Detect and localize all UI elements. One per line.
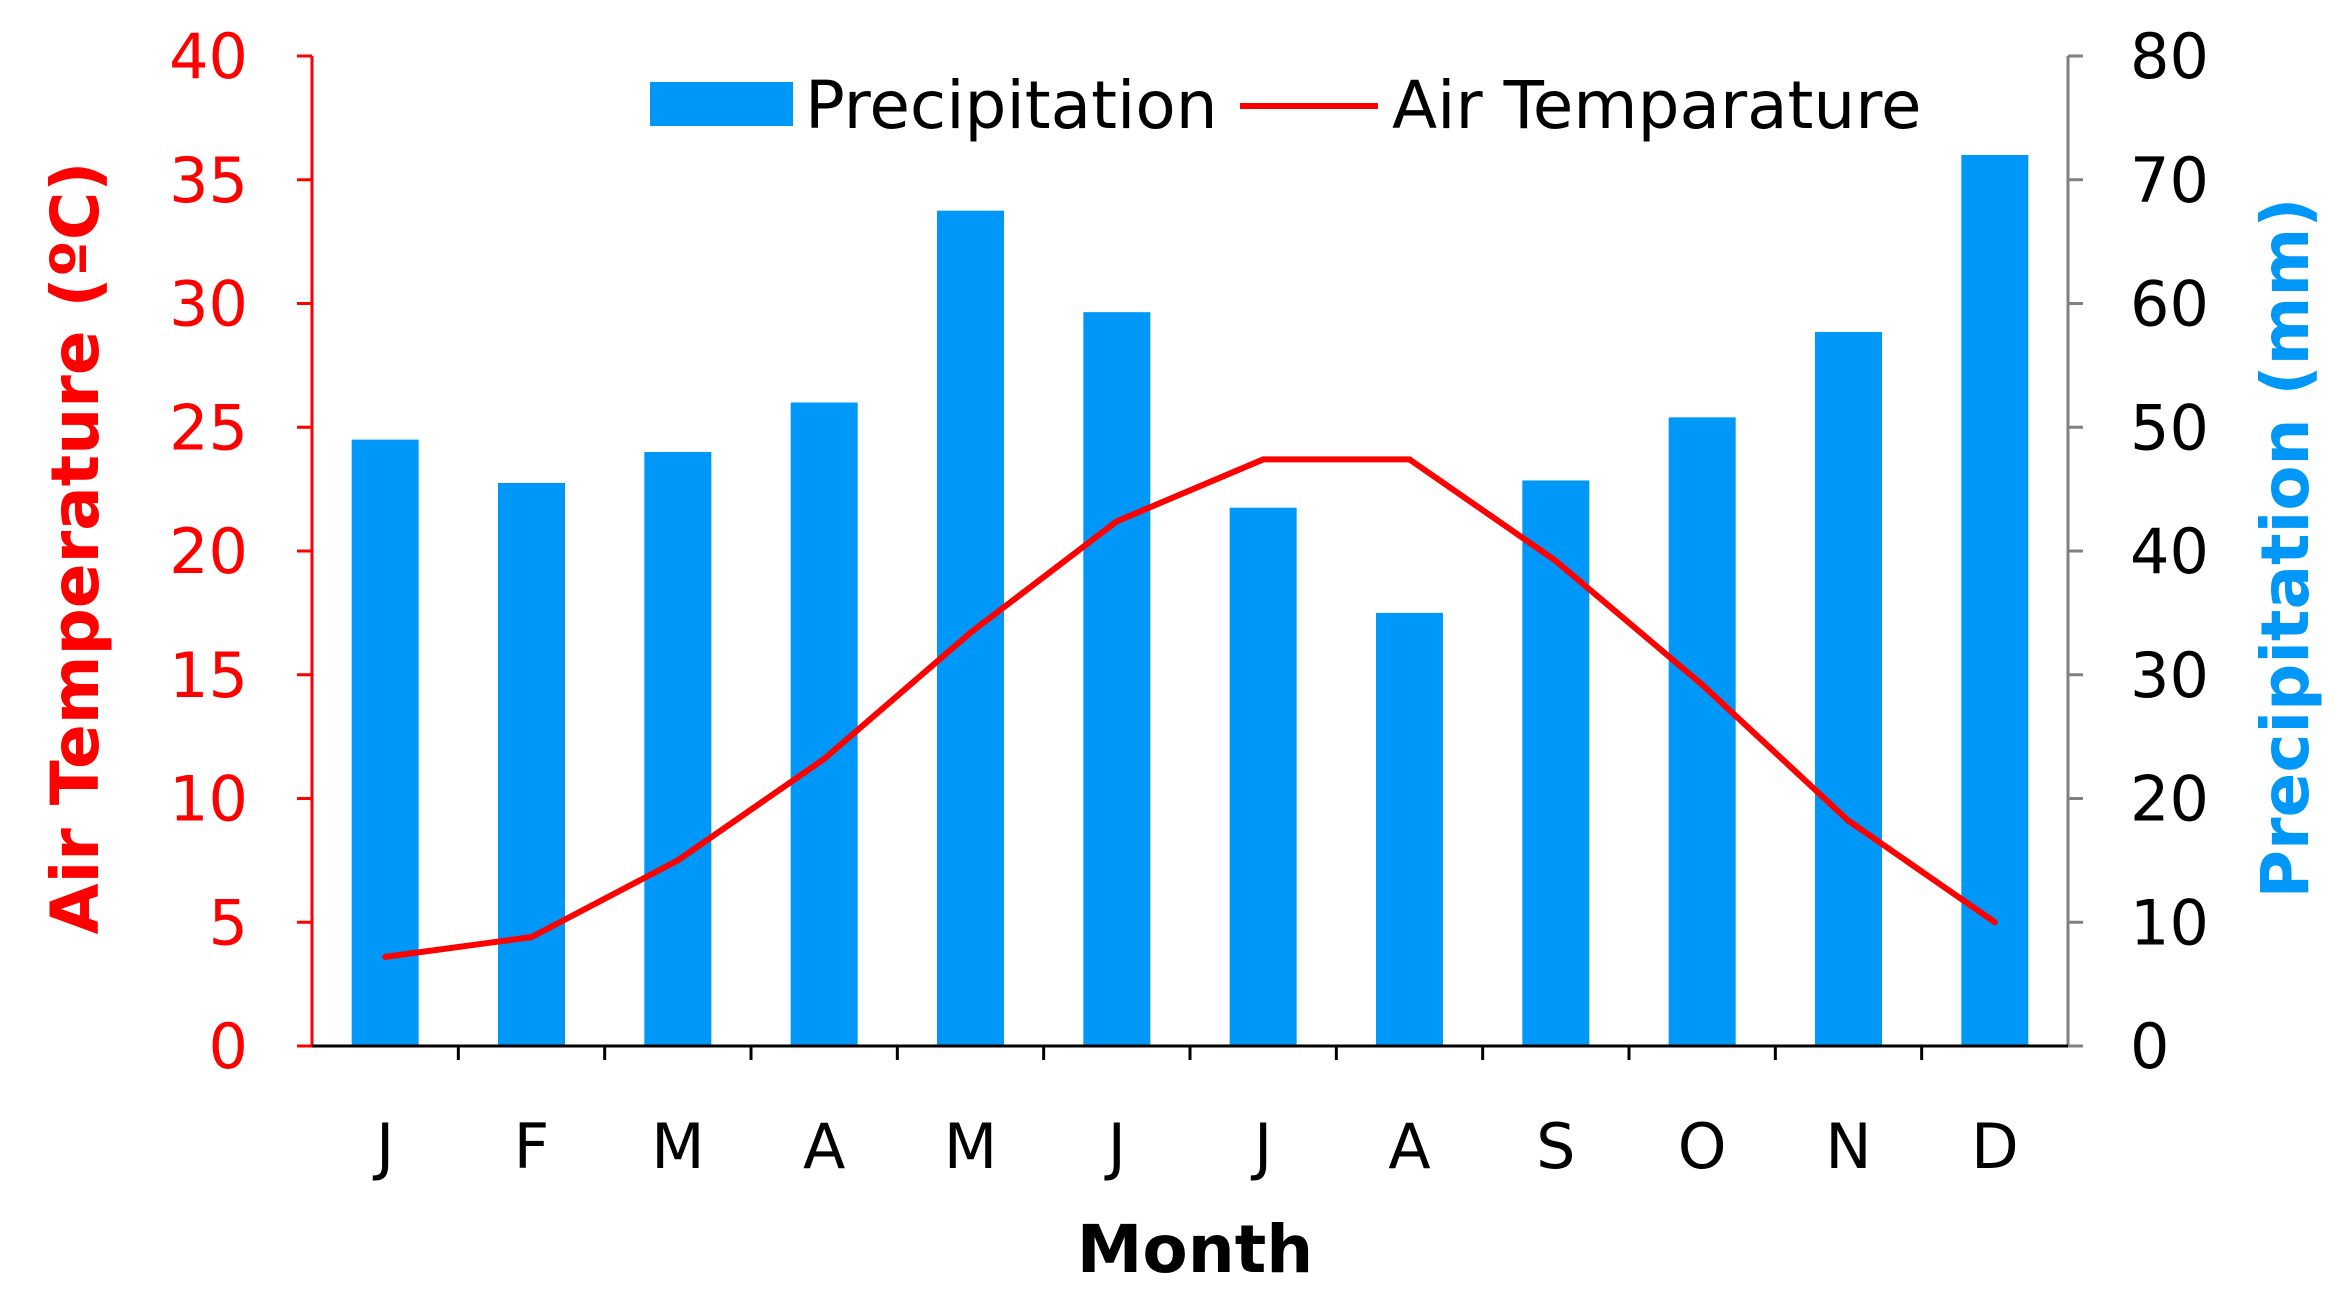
left-tick-label-1: 5: [209, 886, 248, 959]
air-temperature-point-4: [967, 629, 974, 636]
legend-label-air-temperature: Air Temparature: [1392, 67, 1922, 144]
air-temperature-point-0: [382, 953, 389, 960]
air-temperature-point-8: [1552, 557, 1559, 564]
x-tick-label-11: D: [1971, 1110, 2019, 1183]
right-tick-label-6: 60: [2130, 268, 2209, 341]
precipitation-bar-6: [1229, 507, 1297, 1046]
x-tick-label-3: A: [803, 1110, 845, 1183]
x-tick-label-6: J: [1250, 1110, 1272, 1183]
right-axis-ticks: 0 10 20 30 40 50 60 70 80: [2068, 20, 2209, 1083]
precipitation-bar-9: [1668, 417, 1736, 1047]
x-tick-label-9: O: [1678, 1110, 1727, 1183]
legend-swatch-precipitation: [650, 82, 793, 126]
left-tick-label-8: 40: [169, 20, 248, 93]
right-tick-label-1: 10: [2130, 886, 2209, 959]
x-tick-label-1: F: [514, 1110, 550, 1183]
x-tick-label-4: M: [944, 1110, 998, 1183]
left-tick-label-5: 25: [169, 391, 248, 464]
precipitation-bar-4: [937, 210, 1004, 1046]
left-axis-ticks: 0 5 10 15 20 25 30 35 40: [169, 20, 312, 1083]
air-temperature-point-1: [528, 934, 535, 941]
left-tick-label-2: 10: [169, 763, 248, 836]
precipitation-bar-11: [1961, 155, 2029, 1046]
axes: [310, 56, 2070, 1060]
precipitation-bar-10: [1815, 331, 1882, 1046]
air-temperature-line: [384, 456, 1997, 960]
air-temperature-point-5: [1113, 518, 1120, 525]
precipitation-bar-3: [790, 402, 858, 1046]
left-axis-title: Air Temperature (ºC): [37, 162, 114, 935]
x-axis-title: Month: [1077, 1211, 1314, 1288]
air-temperature-point-11: [1991, 919, 1998, 926]
right-tick-label-2: 20: [2130, 763, 2209, 836]
right-tick-label-8: 80: [2130, 20, 2209, 93]
x-tick-label-10: N: [1825, 1110, 1871, 1183]
left-tick-label-6: 30: [169, 268, 248, 341]
left-tick-label-3: 15: [169, 639, 248, 712]
left-tick-label-4: 20: [169, 515, 248, 588]
legend-label-precipitation: Precipitation: [805, 67, 1218, 144]
precipitation-bar-5: [1083, 312, 1151, 1047]
air-temperature-series: [382, 456, 1998, 960]
right-tick-label-4: 40: [2130, 515, 2209, 588]
precipitation-bar-8: [1522, 480, 1590, 1046]
legend: Precipitation Air Temparature: [650, 67, 1922, 144]
precipitation-bar-0: [351, 439, 419, 1046]
left-tick-label-7: 35: [169, 144, 248, 217]
right-tick-label-0: 0: [2130, 1010, 2169, 1083]
x-tick-label-8: S: [1536, 1110, 1575, 1183]
x-tick-label-2: M: [651, 1110, 705, 1183]
precipitation-bar-7: [1376, 612, 1443, 1046]
x-tick-label-0: J: [372, 1110, 394, 1183]
air-temperature-point-2: [674, 857, 681, 864]
air-temperature-point-10: [1845, 817, 1852, 824]
right-tick-label-5: 50: [2130, 391, 2209, 464]
air-temperature-point-6: [1260, 456, 1267, 463]
x-tick-label-7: A: [1388, 1110, 1430, 1183]
right-tick-label-7: 70: [2130, 144, 2209, 217]
precipitation-bars: [351, 155, 2029, 1047]
x-tick-label-5: J: [1104, 1110, 1126, 1183]
right-tick-label-3: 30: [2130, 639, 2209, 712]
right-axis-title: Precipitation (mm): [2247, 198, 2324, 899]
air-temperature-point-7: [1406, 456, 1413, 463]
air-temperature-point-9: [1699, 681, 1706, 688]
precipitation-bar-2: [644, 452, 712, 1046]
left-tick-label-0: 0: [209, 1010, 248, 1083]
air-temperature-point-3: [821, 755, 828, 762]
precipitation-bar-1: [498, 482, 565, 1046]
